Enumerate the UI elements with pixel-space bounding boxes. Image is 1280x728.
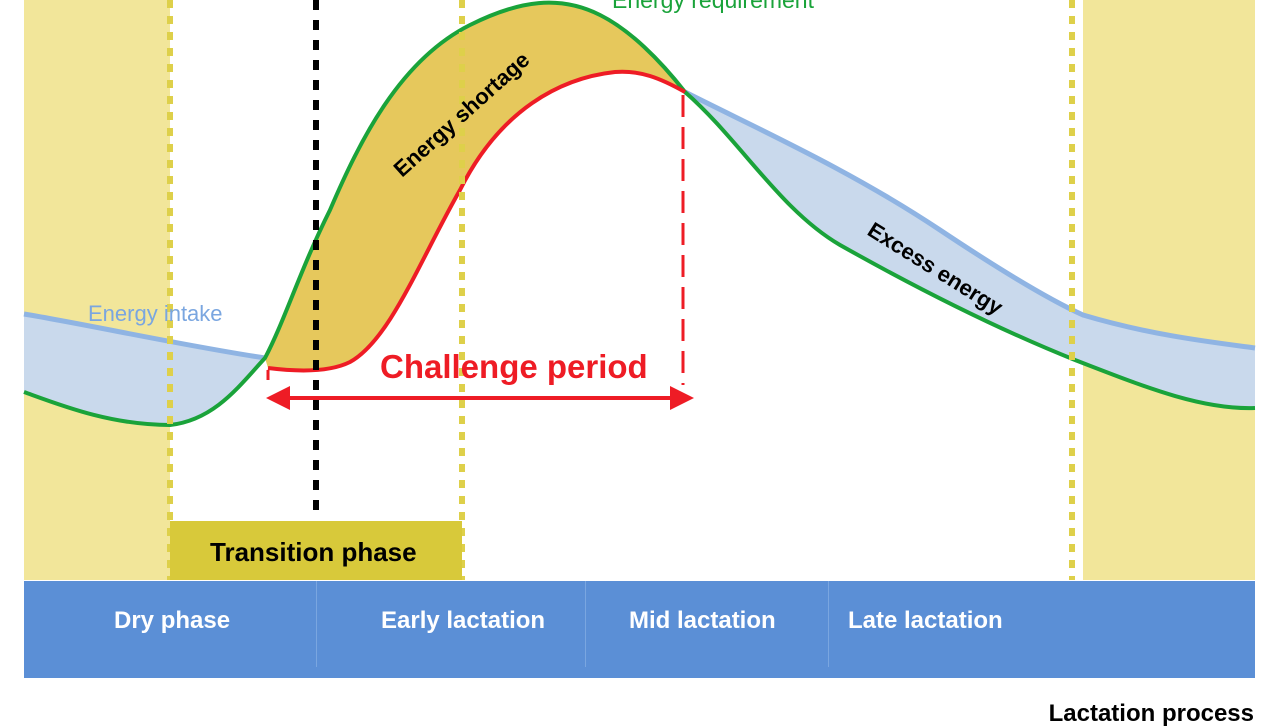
phase-separator <box>585 581 586 667</box>
phase-mid-lactation: Mid lactation <box>629 607 776 634</box>
transition-phase-box: Transition phase <box>170 521 462 580</box>
phase-bar: Dry phase Early lactation Mid lactation … <box>24 581 1255 678</box>
phase-late-lactation: Late lactation <box>848 607 1003 634</box>
phase-separator <box>316 581 317 667</box>
phase-separator <box>828 581 829 667</box>
energy-shortage-area <box>265 2 685 371</box>
energy-intake-label: Energy intake <box>88 301 223 326</box>
late-zone-right <box>1083 0 1255 580</box>
phase-early-lactation: Early lactation <box>381 607 546 634</box>
phase-dry: Dry phase <box>114 607 231 634</box>
energy-intake-curve <box>23 89 1256 361</box>
excess-energy-area-left <box>24 314 265 425</box>
lactation-process-label: Lactation process <box>1048 700 1254 727</box>
challenge-arrow-right-head <box>670 386 694 410</box>
energy-intake-challenge-curve <box>267 69 686 373</box>
energy-requirement-curve <box>23 0 1256 428</box>
transition-phase-label: Transition phase <box>210 537 417 567</box>
challenge-period-label: Challenge period <box>380 348 648 385</box>
dry-zone-left <box>24 0 170 580</box>
energy-requirement-label: Energy requirement <box>612 0 815 13</box>
challenge-arrow-left-head <box>266 386 290 410</box>
